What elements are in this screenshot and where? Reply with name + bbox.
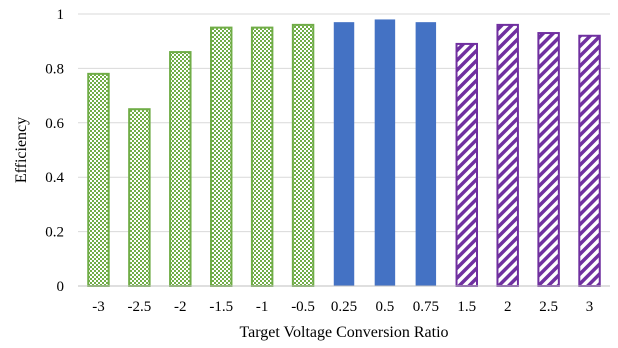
bar-0.75 bbox=[415, 22, 437, 286]
bar-1.5 bbox=[455, 42, 478, 287]
y-tick-label: 0.4 bbox=[45, 170, 64, 186]
y-tick-label: 1 bbox=[57, 7, 65, 23]
bar--1.5 bbox=[210, 26, 233, 287]
bar-0.5 bbox=[374, 19, 396, 286]
bar-3 bbox=[578, 34, 601, 288]
x-tick-label: 0.5 bbox=[376, 299, 395, 315]
x-axis-title: Target Voltage Conversion Ratio bbox=[239, 324, 448, 341]
x-tick-label: 1.5 bbox=[457, 299, 476, 315]
x-tick-label: -3 bbox=[92, 299, 105, 315]
bar--3 bbox=[87, 72, 110, 287]
x-tick-label: -2 bbox=[174, 299, 187, 315]
y-axis-title: Efficiency bbox=[13, 117, 30, 183]
y-tick-label: 0.6 bbox=[45, 116, 64, 132]
x-tick-label: -1.5 bbox=[209, 299, 233, 315]
x-tick-label: -1 bbox=[256, 299, 269, 315]
bar-2 bbox=[496, 23, 519, 287]
x-tick-label: 2 bbox=[504, 299, 512, 315]
x-tick-label: 2.5 bbox=[539, 299, 558, 315]
x-tick-labels: -3 -2.5 -2 -1.5 -1 -0.5 0.25 0.5 0.75 1.5 2 2.5 3 bbox=[92, 299, 593, 315]
bar--2.5 bbox=[128, 108, 151, 287]
y-tick-labels: 0 0.2 0.4 0.6 0.8 1 bbox=[45, 7, 64, 295]
x-tick-label: 3 bbox=[586, 299, 594, 315]
bar--1 bbox=[250, 26, 274, 287]
x-tick-label: -0.5 bbox=[291, 299, 315, 315]
x-tick-label: 0.75 bbox=[413, 299, 439, 315]
bar-0.25 bbox=[333, 22, 355, 286]
bar-2.5 bbox=[537, 32, 560, 288]
y-tick-label: 0.8 bbox=[45, 61, 64, 77]
y-tick-label: 0.2 bbox=[45, 225, 64, 241]
bar--2 bbox=[169, 51, 192, 287]
x-tick-label: 0.25 bbox=[331, 299, 357, 315]
bars bbox=[87, 19, 601, 288]
x-tick-label: -2.5 bbox=[128, 299, 152, 315]
bar--0.5 bbox=[291, 23, 315, 287]
y-tick-label: 0 bbox=[57, 279, 65, 295]
